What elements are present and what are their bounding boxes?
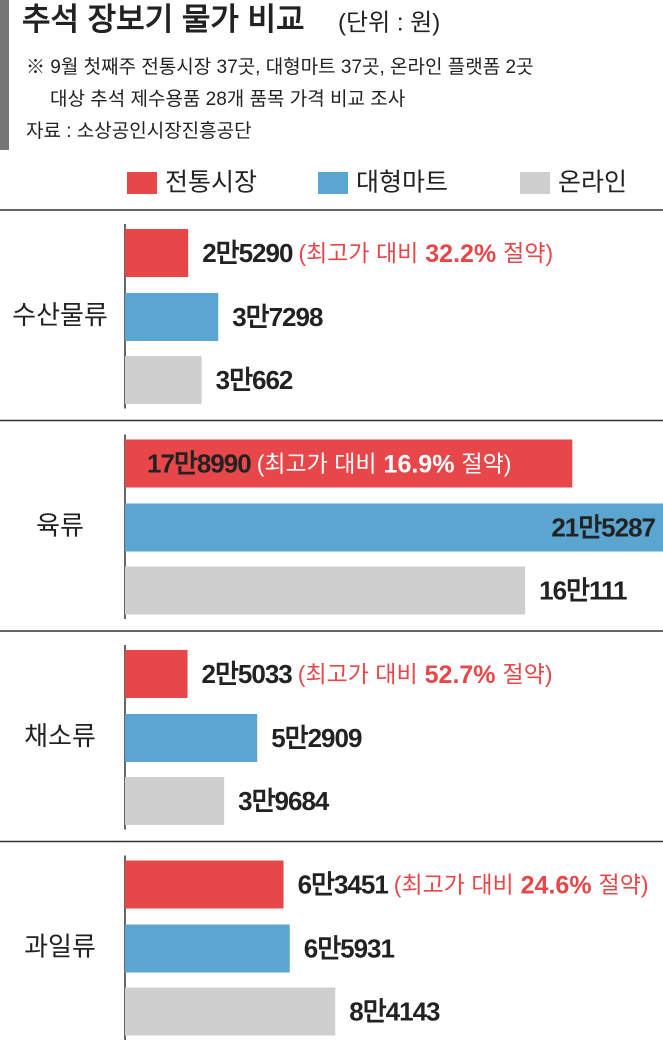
value-label: 21만5287	[551, 512, 655, 542]
value-label: 3만662	[216, 365, 293, 395]
annotation-text: (최고가 대비	[298, 661, 418, 687]
legend-label: 대형마트	[356, 169, 448, 197]
annotation: (최고가 대비 16.9% 절약)	[257, 450, 512, 478]
note: 대상 추석 제수용품 28개 품목 가격 비교 조사	[50, 88, 405, 110]
value-label: 3만9684	[238, 786, 330, 816]
annotation-text: (최고가 대비	[394, 872, 514, 898]
category-label: 수산물류	[12, 300, 108, 330]
value-label: 16만111	[539, 575, 627, 605]
annotation: (최고가 대비 32.2% 절약)	[298, 240, 553, 268]
annotation: (최고가 대비 52.7% 절약)	[298, 661, 553, 689]
annotation-highlight: 24.6%	[521, 871, 592, 899]
bar	[125, 566, 526, 615]
bar	[125, 356, 202, 404]
value-label: 3만7298	[232, 302, 323, 332]
annotation: (최고가 대비 24.6% 절약)	[394, 871, 649, 899]
annotation-highlight: 16.9%	[384, 450, 455, 478]
title-accent	[0, 0, 9, 150]
annotation-text: 절약)	[503, 661, 553, 687]
bar	[125, 439, 573, 488]
category-label: 과일류	[24, 931, 96, 961]
annotation-text: 절약)	[461, 451, 511, 477]
value-label: 6만3451	[298, 869, 389, 899]
bar	[125, 229, 189, 277]
value-label: 2만5033	[202, 659, 293, 689]
bar	[125, 714, 258, 762]
value-label: 17만8990	[147, 448, 251, 478]
chart-title: 추석 장보기 물가 비교	[22, 2, 305, 37]
bar	[125, 650, 188, 698]
legend-swatch	[318, 172, 348, 194]
legend-swatch	[127, 172, 157, 194]
annotation-highlight: 52.7%	[425, 661, 496, 689]
bar	[125, 924, 290, 973]
bar	[125, 987, 336, 1036]
note: ※ 9월 첫째주 전통시장 37곳, 대형마트 37곳, 온라인 플랫폼 2곳	[26, 56, 534, 78]
value-label: 2만5290	[202, 238, 293, 268]
legend-label: 전통시장	[165, 169, 257, 197]
source: 자료 : 소상공인시장진흥공단	[26, 120, 252, 142]
bar	[125, 293, 219, 341]
annotation-text: (최고가 대비	[298, 240, 418, 266]
legend-swatch	[520, 172, 550, 194]
annotation-text: 절약)	[503, 240, 553, 266]
value-label: 5만2909	[271, 723, 362, 753]
value-label: 8만4143	[349, 996, 440, 1026]
chart-subtitle: (단위 : 원)	[338, 9, 440, 36]
bar	[125, 777, 225, 825]
legend-label: 온라인	[558, 169, 627, 197]
annotation-highlight: 32.2%	[425, 240, 496, 268]
annotation-text: 절약)	[599, 872, 649, 898]
category-label: 육류	[36, 510, 84, 540]
annotation-text: (최고가 대비	[257, 451, 377, 477]
category-label: 채소류	[24, 721, 96, 751]
bar	[125, 860, 284, 909]
value-label: 6만5931	[304, 933, 395, 963]
bar	[125, 503, 663, 552]
